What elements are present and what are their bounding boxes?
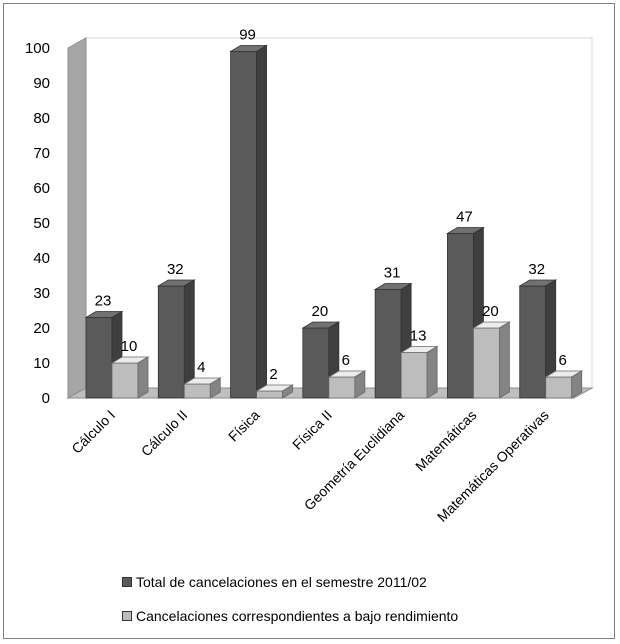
legend-item-bajo-rendimiento: Cancelaciones correspondientes a bajo re… [122,606,602,628]
bar-front-face [230,51,257,399]
bar-front-face [157,285,185,399]
bar-bajo-rendimiento [110,356,150,399]
x-tick-label: Cálculo I [68,407,118,457]
data-label: 23 [95,293,112,310]
data-label: 10 [121,338,138,355]
bar-side-face [571,370,583,399]
data-label: 99 [239,27,256,44]
bar-bajo-rendimiento [471,321,511,399]
bar-front-face [473,327,500,399]
bar-side-face [282,384,293,399]
y-tick-label: 10 [33,355,50,372]
legend-label-total: Total de cancelaciones en el semestre 20… [136,574,427,590]
bar-total [229,44,269,399]
bar-front-face [374,289,402,399]
bar-front-face [183,383,211,399]
data-label: 6 [342,352,350,369]
y-tick-label: 60 [33,180,50,197]
data-label: 4 [197,359,205,376]
x-tick-label: Física II [289,407,335,453]
bar-bajo-rendimiento [399,345,439,399]
data-label: 20 [482,303,499,320]
bar-bajo-rendimiento [182,377,222,399]
bar-total [518,279,558,399]
y-tick-label: 70 [33,145,50,162]
data-label: 13 [410,328,427,345]
legend-swatch-bajo-rendimiento [122,611,132,621]
x-tick-label: Física [225,407,263,445]
y-tick-label: 30 [33,285,50,302]
legend-item-total: Total de cancelaciones en el semestre 20… [122,572,602,594]
legend-swatch-total [122,577,132,587]
bar-front-face [545,376,573,399]
y-tick-label: 100 [25,40,50,57]
bar-front-face [111,362,139,399]
x-tick-label: Matemáticas [412,407,479,474]
bar-front-face [328,376,356,399]
bar-front-face [85,317,113,399]
data-label: 32 [528,261,545,278]
bar-bajo-rendimiento [327,370,367,399]
y-tick-label: 40 [33,250,50,267]
bar-side-face [256,44,267,399]
bar-front-face [302,327,330,399]
bar-front-face [256,390,283,399]
data-label: 31 [384,265,401,282]
bar-side-face [499,321,510,399]
bar-front-face [400,352,428,399]
data-label: 2 [269,366,277,383]
bar-bajo-rendimiento [255,384,295,399]
bar-side-face [209,377,221,399]
data-label: 6 [559,352,567,369]
bar-total [156,279,196,399]
x-tick-label: Cálculo II [138,407,191,460]
bar-front-face [447,233,474,399]
bar-side-face [354,370,366,399]
bar-front-face [519,285,547,399]
y-tick-label: 50 [33,215,50,232]
y-tick-label: 20 [33,320,50,337]
bar-side-face [137,356,149,399]
y-tick-label: 80 [33,110,50,127]
y-tick-label: 90 [33,75,50,92]
data-label: 32 [167,261,184,278]
data-label: 47 [456,209,473,226]
bar-bajo-rendimiento [544,370,584,399]
bar-chart: 0 10 20 30 40 50 60 70 80 90 100 23 10 Cálculo I 32 4 Cá… [25,27,594,525]
data-label: 20 [312,303,329,320]
legend-label-bajo-rendimiento: Cancelaciones correspondientes a bajo re… [136,608,459,624]
y-tick-label: 0 [42,390,50,407]
plot-side-wall [67,37,87,399]
chart-frame: 0 10 20 30 40 50 60 70 80 90 100 23 10 Cálculo I 32 4 Cá… [3,3,615,639]
bar-side-face [426,345,438,399]
